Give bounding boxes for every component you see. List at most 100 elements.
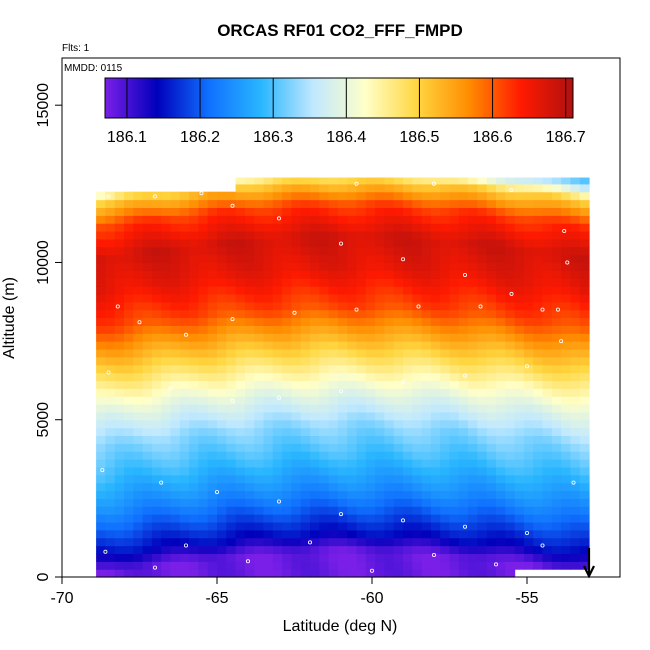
heatmap-cell	[300, 482, 311, 492]
heatmap-cell	[263, 529, 274, 539]
heatmap-cell	[579, 474, 590, 484]
heatmap-cell	[328, 561, 339, 570]
heatmap-cell	[310, 404, 320, 413]
heatmap-cell	[347, 498, 358, 507]
heatmap-cell	[393, 396, 404, 405]
heatmap-cell	[300, 451, 311, 460]
heatmap-cell	[477, 404, 488, 413]
heatmap-cell	[505, 506, 516, 515]
heatmap-cell	[440, 561, 451, 570]
heatmap-cell	[263, 364, 274, 374]
heatmap-cell	[198, 309, 209, 319]
heatmap-cell	[403, 254, 413, 264]
heatmap-cell	[310, 183, 320, 193]
heatmap-cell	[207, 411, 218, 421]
heatmap-cell	[570, 191, 581, 201]
heatmap-cell	[551, 341, 562, 350]
heatmap-cell	[468, 466, 478, 476]
heatmap-cell	[151, 238, 162, 248]
heatmap-cell	[282, 459, 292, 468]
heatmap-cell	[477, 238, 488, 248]
heatmap-cell	[244, 427, 255, 437]
heatmap-cell	[319, 380, 330, 389]
heatmap-cell	[207, 238, 218, 248]
heatmap-cell	[421, 490, 432, 499]
heatmap-cell	[412, 286, 423, 295]
heatmap-cell	[235, 569, 246, 578]
heatmap-cell	[207, 404, 218, 413]
heatmap-cell	[561, 301, 571, 311]
heatmap-cell	[440, 451, 451, 460]
heatmap-cell	[375, 380, 385, 389]
heatmap-cell	[198, 238, 209, 248]
heatmap-cell	[337, 191, 348, 201]
flight-point	[103, 549, 108, 554]
heatmap-cell	[449, 404, 460, 413]
heatmap-cell	[244, 262, 255, 271]
flight-point	[245, 559, 250, 564]
heatmap-cell	[421, 404, 432, 413]
flight-point	[571, 480, 576, 485]
heatmap-cell	[337, 177, 348, 185]
heatmap-cell	[347, 521, 358, 531]
heatmap-cell	[300, 317, 311, 326]
heatmap-cell	[254, 286, 265, 295]
heatmap-cell	[170, 404, 181, 413]
heatmap-cell	[272, 569, 283, 578]
heatmap-cell	[114, 514, 125, 523]
heatmap-cell	[319, 561, 330, 570]
heatmap-cell	[356, 482, 367, 492]
heatmap-cell	[542, 521, 553, 531]
heatmap-cell	[105, 238, 116, 248]
heatmap-cell	[142, 356, 153, 366]
heatmap-cell	[282, 521, 292, 531]
heatmap-cell	[142, 215, 153, 224]
heatmap-cell	[151, 333, 162, 342]
heatmap-cell	[430, 356, 441, 366]
flight-point	[562, 228, 567, 233]
heatmap-cell	[486, 498, 497, 507]
heatmap-cell	[468, 191, 478, 201]
heatmap-cell	[105, 561, 116, 570]
heatmap-cell	[263, 325, 274, 334]
heatmap-cell	[189, 325, 199, 334]
heatmap-cell	[254, 561, 265, 570]
heatmap-cell	[579, 364, 590, 374]
heatmap-cell	[458, 223, 469, 232]
heatmap-cell	[235, 490, 246, 499]
heatmap-cell	[505, 223, 516, 232]
heatmap-cell	[114, 364, 125, 374]
heatmap-cell	[161, 254, 172, 264]
heatmap-cell	[533, 443, 544, 452]
heatmap-cell	[105, 466, 116, 476]
heatmap-cell	[96, 278, 106, 287]
heatmap-cell	[477, 521, 488, 531]
heatmap-cell	[412, 514, 423, 523]
heatmap-cell	[356, 309, 367, 319]
heatmap-cell	[282, 364, 292, 374]
heatmap-cell	[486, 177, 497, 185]
heatmap-cell	[142, 246, 153, 256]
heatmap-cell	[440, 443, 451, 452]
heatmap-cell	[458, 451, 469, 460]
heatmap-cell	[496, 451, 506, 460]
heatmap-cell	[96, 254, 106, 264]
heatmap-cell	[505, 466, 516, 476]
heatmap-cell	[403, 474, 413, 484]
heatmap-cell	[523, 333, 534, 342]
heatmap-cell	[300, 177, 311, 185]
heatmap-cell	[282, 270, 292, 279]
heatmap-cell	[235, 325, 246, 334]
heatmap-cell	[244, 183, 255, 193]
heatmap-cell	[384, 177, 395, 185]
heatmap-cell	[272, 278, 283, 287]
heatmap-cell	[105, 372, 116, 382]
heatmap-cell	[328, 325, 339, 334]
heatmap-cell	[310, 278, 320, 287]
heatmap-cell	[198, 537, 209, 547]
heatmap-cell	[291, 537, 302, 547]
heatmap-cell	[170, 545, 181, 555]
heatmap-cell	[105, 545, 116, 555]
heatmap-cell	[403, 553, 413, 562]
heatmap-cell	[114, 270, 125, 279]
